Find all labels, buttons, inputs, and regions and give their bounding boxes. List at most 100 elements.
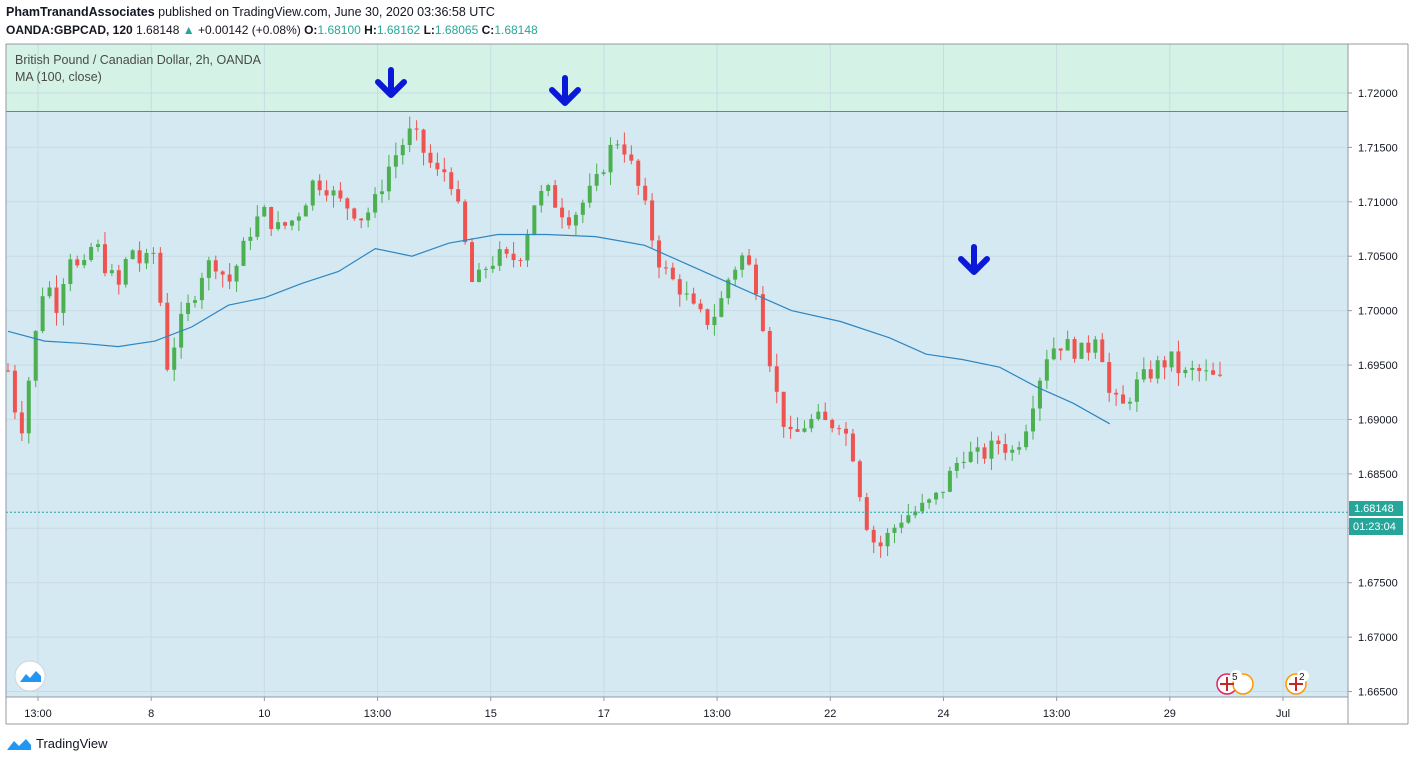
- y-tick-label: 1.71000: [1358, 197, 1398, 209]
- candle-body: [726, 279, 731, 299]
- candle-body: [934, 492, 939, 500]
- event-count-2: 2: [1299, 672, 1305, 683]
- y-tick-label: 1.70500: [1358, 251, 1398, 263]
- countdown-bg: [1349, 518, 1403, 535]
- down-arrow-icon: [549, 75, 581, 106]
- candle-body: [961, 461, 966, 464]
- open-value: 1.68100: [317, 23, 361, 37]
- candle-body: [483, 268, 488, 270]
- publish-info: published on TradingView.com, June 30, 2…: [158, 5, 495, 19]
- last-price: 1.68148: [136, 23, 180, 37]
- x-tick-label: 29: [1164, 708, 1176, 720]
- candle-body: [712, 316, 717, 326]
- high-value: 1.68162: [376, 23, 421, 37]
- candle-body: [241, 240, 246, 266]
- y-tick-label: 1.68500: [1358, 469, 1398, 481]
- candle-body: [844, 428, 849, 434]
- candle-body: [594, 173, 599, 186]
- y-tick-label: 1.72000: [1358, 88, 1398, 100]
- candle-body: [788, 426, 793, 430]
- candle-body: [947, 470, 952, 492]
- candle-body: [102, 244, 107, 274]
- candle-body: [823, 411, 828, 421]
- candle-body: [1134, 379, 1139, 402]
- candle-body: [525, 234, 530, 261]
- candle-body: [1017, 447, 1022, 450]
- candle-body: [954, 463, 959, 471]
- candle-body: [296, 216, 301, 221]
- candle-body: [276, 222, 281, 230]
- logo-circle: [14, 660, 46, 692]
- tv-logo-button[interactable]: [14, 660, 46, 692]
- y-tick-label: 1.71500: [1358, 142, 1398, 154]
- candle-body: [989, 440, 994, 459]
- candle-body: [269, 206, 274, 230]
- event-count-bg-2: [1297, 670, 1309, 682]
- y-tick-label: 1.66500: [1358, 687, 1398, 699]
- quote-line: OANDA:GBPCAD, 120 1.68148 ▲ +0.00142 (+0…: [6, 23, 538, 37]
- candle-body: [54, 287, 59, 313]
- candle-body: [691, 293, 696, 304]
- candle-body: [1162, 360, 1167, 368]
- candle-body: [393, 155, 398, 167]
- up-triangle-icon: ▲: [182, 23, 195, 37]
- y-tick-label: 1.69000: [1358, 414, 1398, 426]
- footer-brand[interactable]: TradingView: [6, 736, 108, 751]
- candle-body: [47, 287, 52, 297]
- candle-body: [33, 331, 38, 381]
- candle-body: [1155, 360, 1160, 379]
- candle-body: [885, 532, 890, 547]
- x-tick-label: 13:00: [364, 708, 392, 720]
- candle-body: [899, 522, 904, 528]
- event-marker-1[interactable]: 5: [1216, 670, 1254, 695]
- candle-body: [1190, 367, 1195, 370]
- candle-body: [1211, 370, 1216, 375]
- candle-body: [470, 242, 475, 282]
- publish-header: PhamTranandAssociates published on Tradi…: [6, 5, 495, 19]
- candle-body: [753, 264, 758, 295]
- candle-body: [871, 529, 876, 543]
- candles: [6, 116, 1222, 558]
- candle-body: [82, 259, 87, 266]
- candle-body: [573, 214, 578, 226]
- candle-body: [206, 260, 211, 278]
- candle-body: [283, 222, 288, 226]
- x-tick-label: 8: [148, 708, 154, 720]
- candle-body: [913, 511, 918, 516]
- x-tick-label: 17: [598, 708, 610, 720]
- countdown-value: 01:23:04: [1353, 521, 1396, 533]
- event-marker-2[interactable]: 2: [1285, 670, 1309, 695]
- candle-body: [940, 491, 945, 493]
- candle-body: [463, 201, 468, 243]
- candle-body: [1114, 392, 1119, 395]
- candle-body: [1148, 369, 1153, 379]
- candle-body: [615, 144, 620, 146]
- candle-body: [837, 428, 842, 430]
- candle-body: [407, 128, 412, 146]
- candle-body: [802, 428, 807, 432]
- x-tick-label: Jul: [1276, 708, 1290, 720]
- close-value: 1.68148: [494, 23, 538, 37]
- candle-body: [75, 259, 80, 266]
- low-value: 1.68065: [434, 23, 479, 37]
- candle-body: [476, 269, 481, 282]
- candle-body: [1141, 369, 1146, 380]
- candle-body: [1204, 370, 1209, 372]
- legend-title: British Pound / Canadian Dollar, 2h, OAN…: [15, 53, 262, 67]
- candle-body: [1072, 339, 1077, 359]
- candle-body: [220, 271, 225, 275]
- candle-body: [96, 244, 101, 248]
- x-axis-labels: 13:00 8 10 13:00 15 17 13:00 22 24 13:00 29 Jul: [24, 697, 1290, 720]
- author-name[interactable]: PhamTranandAssociates: [6, 5, 155, 19]
- candle-body: [684, 293, 689, 295]
- y-tick-label: 1.67500: [1358, 578, 1398, 590]
- candle-body: [234, 265, 239, 282]
- candle-body: [1183, 369, 1188, 374]
- uk-cross-icon: [1220, 677, 1234, 691]
- candle-body: [1121, 394, 1126, 404]
- candle-body: [816, 411, 821, 419]
- candle-body: [40, 296, 45, 332]
- candle-body: [878, 542, 883, 547]
- candle-body: [192, 300, 197, 303]
